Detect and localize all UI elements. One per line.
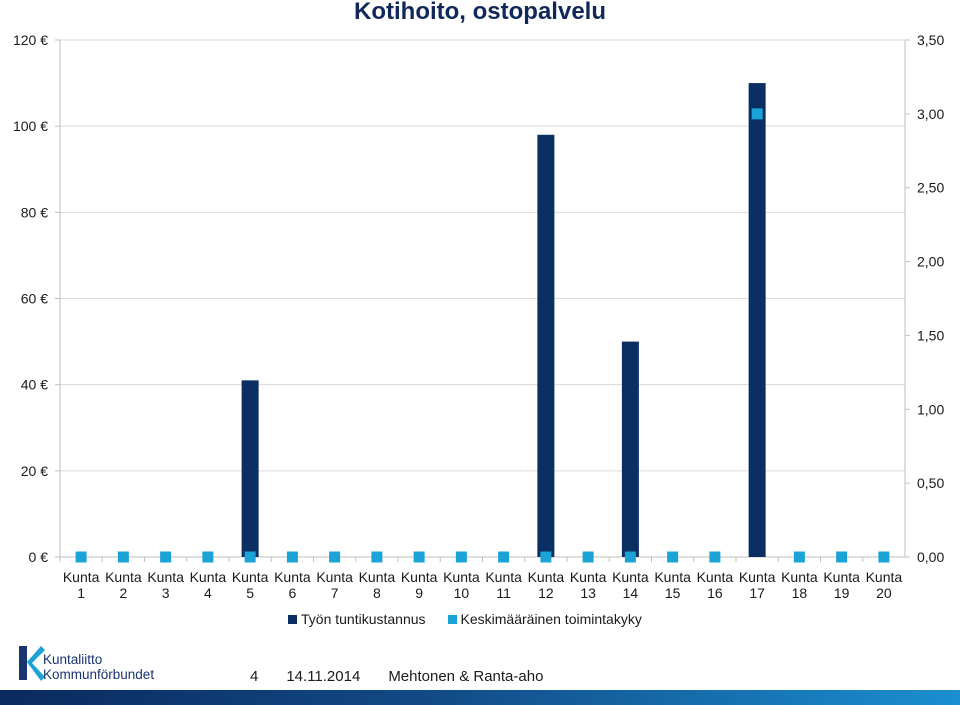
right-axis-tick-label: 2,00 — [917, 254, 944, 270]
x-axis-category-label: Kunta 1 — [63, 569, 100, 601]
footer-authors: Mehtonen & Ranta-aho — [388, 668, 544, 685]
x-axis-category-label: Kunta 11 — [485, 569, 522, 601]
marker-6 — [286, 551, 298, 563]
right-axis-tick-label: 1,00 — [917, 401, 944, 417]
marker-11 — [498, 551, 510, 563]
x-axis-category-label: Kunta 5 — [232, 569, 269, 601]
footer-date: 14.11.2014 — [286, 668, 361, 685]
right-axis-tick-label: 1,50 — [917, 327, 944, 343]
x-axis-category-label: Kunta 7 — [316, 569, 353, 601]
chart-title: Kotihoito, ostopalvelu — [354, 0, 606, 25]
right-axis-tick-label: 0,00 — [917, 549, 944, 565]
x-axis-category-label: Kunta 8 — [359, 569, 396, 601]
x-axis-category-label: Kunta 3 — [147, 569, 184, 601]
marker-13 — [582, 551, 594, 563]
legend-label-marker: Keskimääräinen toimintakyky — [460, 611, 642, 627]
legend-item-bar: Työn tuntikustannus — [288, 611, 426, 627]
x-axis-category-label: Kunta 16 — [697, 569, 734, 601]
bar-5 — [241, 380, 259, 557]
left-axis-tick-label: 40 € — [21, 377, 48, 393]
legend-swatch-bar — [288, 614, 297, 624]
x-axis-category-label: Kunta 10 — [443, 569, 480, 601]
marker-19 — [836, 551, 848, 563]
left-axis-tick-label: 120 € — [13, 32, 48, 48]
marker-17 — [751, 108, 763, 120]
marker-18 — [793, 551, 805, 563]
logo-line2: Kommunförbundet — [43, 667, 155, 682]
logo-mark-icon — [19, 646, 45, 681]
marker-20 — [878, 551, 890, 563]
x-axis-category-label: Kunta 20 — [866, 569, 903, 601]
bar-14 — [621, 341, 639, 557]
right-axis-tick-label: 0,50 — [917, 475, 944, 491]
kuntaliitto-logo: Kuntaliitto Kommunförbundet — [15, 644, 190, 686]
left-axis-tick-label: 80 € — [21, 204, 48, 220]
marker-5 — [244, 551, 256, 563]
x-axis-category-label: Kunta 14 — [612, 569, 649, 601]
right-axis-tick-label: 3,00 — [917, 106, 944, 122]
left-axis-tick-label: 60 € — [21, 291, 48, 307]
bottom-decorative-bar — [0, 690, 960, 705]
x-axis-category-label: Kunta 6 — [274, 569, 311, 601]
marker-8 — [371, 551, 383, 563]
bar-12 — [537, 134, 555, 558]
legend-swatch-marker — [447, 614, 457, 624]
x-axis-category-label: Kunta 4 — [190, 569, 227, 601]
marker-10 — [455, 551, 467, 563]
marker-2 — [117, 551, 129, 563]
marker-9 — [413, 551, 425, 563]
footer-page-number: 4 — [250, 668, 259, 685]
marker-14 — [624, 551, 636, 563]
marker-1 — [75, 551, 87, 563]
x-axis-category-label: Kunta 19 — [823, 569, 860, 601]
left-axis-tick-label: 20 € — [21, 463, 48, 479]
x-axis-category-label: Kunta 13 — [570, 569, 607, 601]
x-axis-category-label: Kunta 15 — [654, 569, 691, 601]
footer: 4 14.11.2014 Mehtonen & Ranta-aho — [250, 668, 543, 685]
x-axis-category-label: Kunta 17 — [739, 569, 776, 601]
x-axis-category-label: Kunta 9 — [401, 569, 438, 601]
logo-text: Kuntaliitto Kommunförbundet — [43, 652, 154, 682]
legend-label-bar: Työn tuntikustannus — [301, 611, 426, 627]
marker-3 — [160, 551, 172, 563]
bar-17 — [748, 83, 766, 557]
x-axis-category-label: Kunta 12 — [528, 569, 565, 601]
logo-line1: Kuntaliitto — [43, 652, 103, 667]
legend-item-marker: Keskimääräinen toimintakyky — [447, 611, 642, 627]
legend: Työn tuntikustannus Keskimääräinen toimi… — [288, 611, 664, 627]
left-axis-tick-label: 100 € — [13, 118, 48, 134]
chart: 0 € 20 € 40 € 60 € 80 € 100 € 120 € 0,00 0,50 1,0… — [13, 32, 945, 601]
marker-16 — [709, 551, 721, 563]
right-axis-tick-label: 3,50 — [917, 32, 944, 48]
marker-15 — [667, 551, 679, 563]
x-axis-category-label: Kunta 18 — [781, 569, 818, 601]
left-axis-tick-label: 0 € — [29, 549, 49, 565]
x-axis-category-label: Kunta 2 — [105, 569, 142, 601]
marker-4 — [202, 551, 214, 563]
marker-7 — [329, 551, 341, 563]
right-axis-tick-label: 2,50 — [917, 180, 944, 196]
marker-12 — [540, 551, 552, 563]
